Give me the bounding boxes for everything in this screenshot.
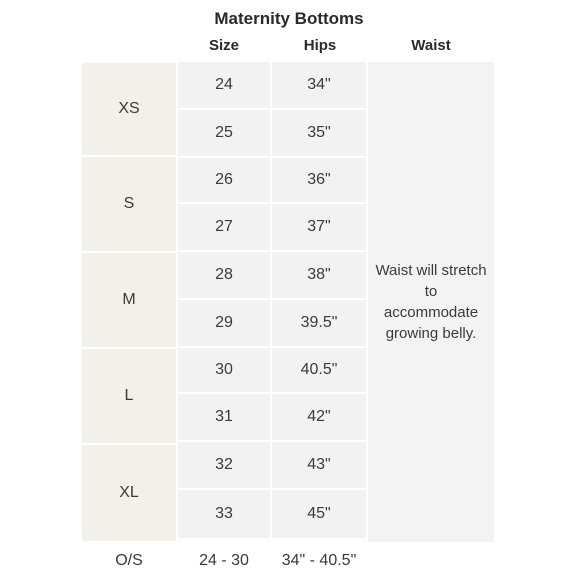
group-label-xs: XS <box>82 62 176 156</box>
hips-cell: 43" <box>272 442 366 490</box>
hips-cell: 45" <box>272 490 366 540</box>
header-hips: Hips <box>303 37 337 54</box>
hips-cell: 39.5" <box>272 300 366 348</box>
waist-note-line: accommodate <box>383 304 479 321</box>
group-label-m: M <box>82 252 176 348</box>
size-cell: 26 <box>178 158 270 204</box>
size-cell: 31 <box>178 394 270 442</box>
waist-note-line: Waist will stretch <box>375 262 487 279</box>
waist-note-text: Waist will stretch to accommodate growin… <box>375 260 486 344</box>
size-cell: 33 <box>178 490 270 540</box>
hips-cell: 37" <box>272 204 366 252</box>
header-size: Size <box>208 37 239 54</box>
size-cell: 27 <box>178 204 270 252</box>
header-waist: Waist <box>411 37 451 54</box>
size-cell: 29 <box>178 300 270 348</box>
os-size: 24 - 30 <box>178 542 270 580</box>
size-cell: 32 <box>178 442 270 490</box>
group-label-s: S <box>82 156 176 252</box>
hips-cell: 42" <box>272 394 366 442</box>
hips-cell: 35" <box>272 110 366 158</box>
size-cell: 30 <box>178 348 270 394</box>
waist-note: Waist will stretch to accommodate growin… <box>368 62 494 542</box>
size-cell: 25 <box>178 110 270 158</box>
hips-cell: 36" <box>272 158 366 204</box>
group-label-xl: XL <box>82 444 176 542</box>
os-hips: 34" - 40.5" <box>272 542 366 580</box>
hips-cell: 40.5" <box>272 348 366 394</box>
size-cell: 28 <box>178 252 270 300</box>
chart-title: Maternity Bottoms <box>214 9 364 28</box>
hips-cell: 34" <box>272 62 366 110</box>
waist-note-line: growing belly. <box>385 325 477 342</box>
os-label: O/S <box>82 542 176 580</box>
hips-cell: 38" <box>272 252 366 300</box>
group-label-l: L <box>82 348 176 444</box>
size-cell: 24 <box>178 62 270 110</box>
waist-note-line: to <box>424 283 438 300</box>
